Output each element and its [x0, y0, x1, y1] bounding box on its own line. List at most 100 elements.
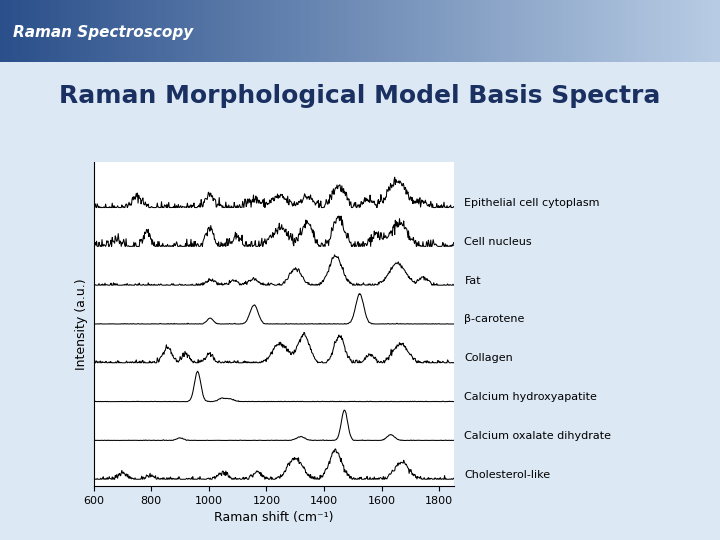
Bar [540, 0, 544, 62]
Bar [220, 0, 223, 62]
Bar [230, 0, 234, 62]
Bar [313, 0, 317, 62]
Bar [634, 0, 637, 62]
Bar [162, 0, 166, 62]
Text: Calcium oxalate dihydrate: Calcium oxalate dihydrate [464, 431, 611, 441]
Bar [403, 0, 407, 62]
Bar [590, 0, 594, 62]
Bar [371, 0, 374, 62]
Bar [133, 0, 137, 62]
Bar [158, 0, 162, 62]
Bar [346, 0, 349, 62]
Bar [518, 0, 522, 62]
Bar [83, 0, 86, 62]
Bar [443, 0, 446, 62]
Bar [641, 0, 644, 62]
Text: β-carotene: β-carotene [464, 314, 525, 325]
Bar [482, 0, 486, 62]
Bar [61, 0, 65, 62]
Bar [583, 0, 587, 62]
Bar [475, 0, 479, 62]
Bar [684, 0, 688, 62]
Bar [328, 0, 331, 62]
Bar [126, 0, 130, 62]
Bar [515, 0, 518, 62]
Bar [360, 0, 364, 62]
Bar [306, 0, 310, 62]
Bar [331, 0, 335, 62]
Bar [562, 0, 565, 62]
Bar [680, 0, 684, 62]
Bar [418, 0, 421, 62]
Bar [652, 0, 655, 62]
Bar [338, 0, 342, 62]
Text: Fat: Fat [464, 275, 481, 286]
Bar [605, 0, 608, 62]
Bar [572, 0, 576, 62]
Bar [511, 0, 515, 62]
Bar [148, 0, 151, 62]
Bar [493, 0, 497, 62]
Bar [536, 0, 540, 62]
Bar [108, 0, 112, 62]
Bar [428, 0, 432, 62]
Bar [36, 0, 40, 62]
Bar [695, 0, 698, 62]
Bar [450, 0, 454, 62]
Bar [11, 0, 14, 62]
Bar [691, 0, 695, 62]
Bar [472, 0, 475, 62]
Bar [173, 0, 176, 62]
Text: Raman Morphological Model Basis Spectra: Raman Morphological Model Basis Spectra [59, 84, 661, 108]
Bar [544, 0, 547, 62]
Bar [392, 0, 396, 62]
Bar [367, 0, 371, 62]
Bar [486, 0, 490, 62]
Bar [702, 0, 706, 62]
Bar [598, 0, 601, 62]
Bar [576, 0, 580, 62]
Bar [432, 0, 436, 62]
Bar [202, 0, 205, 62]
Bar [281, 0, 284, 62]
Bar [29, 0, 32, 62]
Bar [169, 0, 173, 62]
Bar [263, 0, 266, 62]
Bar [115, 0, 119, 62]
Bar [43, 0, 47, 62]
Bar [464, 0, 468, 62]
Bar [68, 0, 72, 62]
Bar [209, 0, 212, 62]
Bar [284, 0, 288, 62]
Bar [299, 0, 302, 62]
Bar [626, 0, 630, 62]
Bar [256, 0, 259, 62]
Bar [137, 0, 140, 62]
Bar [151, 0, 155, 62]
Bar [14, 0, 18, 62]
Bar [194, 0, 198, 62]
Bar [587, 0, 590, 62]
Bar [677, 0, 680, 62]
Bar [659, 0, 662, 62]
Bar [490, 0, 493, 62]
Bar [130, 0, 133, 62]
Bar [4, 0, 7, 62]
Bar [101, 0, 104, 62]
Bar [104, 0, 108, 62]
Bar [533, 0, 536, 62]
Bar [709, 0, 713, 62]
Y-axis label: Intensity (a.u.): Intensity (a.u.) [75, 278, 88, 370]
Bar [58, 0, 61, 62]
Bar [623, 0, 626, 62]
Bar [637, 0, 641, 62]
Bar [212, 0, 216, 62]
Bar [252, 0, 256, 62]
Bar [40, 0, 43, 62]
Text: Cholesterol-like: Cholesterol-like [464, 470, 551, 480]
Bar [238, 0, 241, 62]
Bar [713, 0, 716, 62]
Bar [310, 0, 313, 62]
Bar [619, 0, 623, 62]
Bar [191, 0, 194, 62]
